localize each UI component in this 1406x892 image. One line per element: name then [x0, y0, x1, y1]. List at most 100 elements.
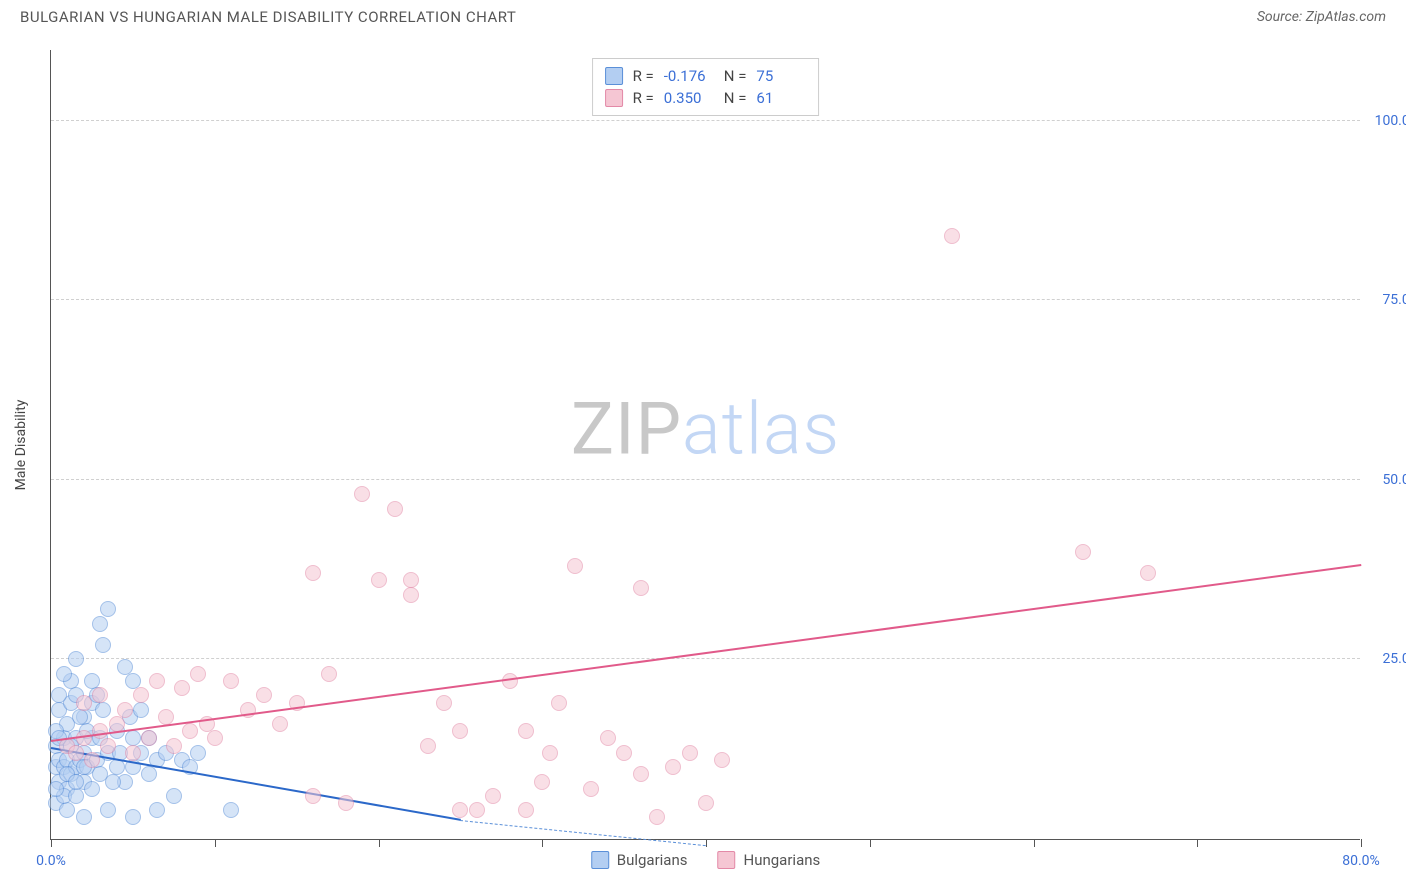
data-point: [403, 572, 419, 588]
data-point: [68, 788, 84, 804]
n-label: N =: [724, 89, 747, 107]
data-point: [72, 709, 88, 725]
data-point: [371, 572, 387, 588]
x-tick: [215, 839, 216, 847]
data-point: [452, 723, 468, 739]
watermark: ZIPatlas: [571, 386, 840, 471]
n-value: 75: [756, 67, 806, 85]
data-point: [600, 730, 616, 746]
data-point: [485, 788, 501, 804]
data-point: [149, 802, 165, 818]
legend-swatch: [605, 89, 623, 107]
data-point: [305, 565, 321, 581]
data-point: [76, 809, 92, 825]
data-point: [665, 759, 681, 775]
legend-item: Hungarians: [718, 851, 821, 869]
data-point: [100, 802, 116, 818]
legend-swatch: [718, 851, 736, 869]
x-tick: [870, 839, 871, 847]
data-point: [105, 774, 121, 790]
data-point: [682, 745, 698, 761]
data-point: [338, 795, 354, 811]
grid-line: [51, 299, 1360, 300]
data-point: [551, 695, 567, 711]
data-point: [403, 587, 419, 603]
data-point: [166, 738, 182, 754]
legend-label: Hungarians: [744, 851, 821, 869]
stat-row: R =0.350N =61: [605, 87, 807, 109]
data-point: [452, 802, 468, 818]
data-point: [141, 730, 157, 746]
data-point: [133, 687, 149, 703]
data-point: [125, 745, 141, 761]
data-point: [68, 651, 84, 667]
data-point: [84, 752, 100, 768]
data-point: [133, 702, 149, 718]
data-point: [59, 802, 75, 818]
data-point: [95, 702, 111, 718]
data-point: [76, 695, 92, 711]
scatter-chart: Male Disability ZIPatlas R =-0.176N =75R…: [50, 50, 1360, 840]
data-point: [542, 745, 558, 761]
data-point: [68, 745, 84, 761]
data-point: [616, 745, 632, 761]
data-point: [272, 716, 288, 732]
x-tick-label: 0.0%: [36, 853, 66, 869]
x-tick: [706, 839, 707, 847]
data-point: [1075, 544, 1091, 560]
data-point: [117, 702, 133, 718]
r-value: -0.176: [664, 67, 714, 85]
data-point: [469, 802, 485, 818]
data-point: [436, 695, 452, 711]
n-label: N =: [724, 67, 747, 85]
data-point: [48, 781, 64, 797]
chart-header: BULGARIAN VS HUNGARIAN MALE DISABILITY C…: [0, 0, 1406, 34]
stat-row: R = -0.176 N = 75: [605, 65, 807, 87]
data-point: [207, 730, 223, 746]
chart-title: BULGARIAN VS HUNGARIAN MALE DISABILITY C…: [20, 8, 516, 26]
data-point: [567, 558, 583, 574]
data-point: [534, 774, 550, 790]
data-point: [420, 738, 436, 754]
trend-line: [51, 564, 1361, 742]
x-tick: [1361, 839, 1362, 847]
r-label: R =: [633, 67, 654, 85]
x-tick: [1034, 839, 1035, 847]
y-axis-title: Male Disability: [13, 399, 29, 490]
data-point: [518, 723, 534, 739]
data-point: [649, 809, 665, 825]
data-point: [1140, 565, 1156, 581]
y-tick-label: 25.0%: [1365, 651, 1406, 667]
grid-line: [51, 120, 1360, 121]
data-point: [698, 795, 714, 811]
data-point: [190, 745, 206, 761]
legend-item: Bulgarians: [591, 851, 688, 869]
data-point: [305, 788, 321, 804]
data-point: [190, 666, 206, 682]
x-tick-label: 80.0%: [1342, 853, 1380, 869]
data-point: [944, 228, 960, 244]
data-point: [141, 766, 157, 782]
data-point: [76, 730, 92, 746]
data-point: [158, 709, 174, 725]
data-point: [223, 802, 239, 818]
x-tick: [1197, 839, 1198, 847]
grid-line: [51, 658, 1360, 659]
grid-line: [51, 479, 1360, 480]
data-point: [518, 802, 534, 818]
data-point: [84, 781, 100, 797]
data-point: [633, 580, 649, 596]
data-point: [92, 687, 108, 703]
x-tick: [379, 839, 380, 847]
y-tick-label: 100.0%: [1365, 113, 1406, 129]
data-point: [125, 809, 141, 825]
x-tick: [51, 839, 52, 847]
y-tick-label: 50.0%: [1365, 472, 1406, 488]
n-value: 61: [756, 89, 806, 107]
legend-swatch: [605, 67, 623, 85]
data-point: [51, 687, 67, 703]
source-label: Source: ZipAtlas.com: [1257, 9, 1386, 25]
legend-label: Bulgarians: [617, 851, 688, 869]
data-point: [100, 601, 116, 617]
data-point: [223, 673, 239, 689]
